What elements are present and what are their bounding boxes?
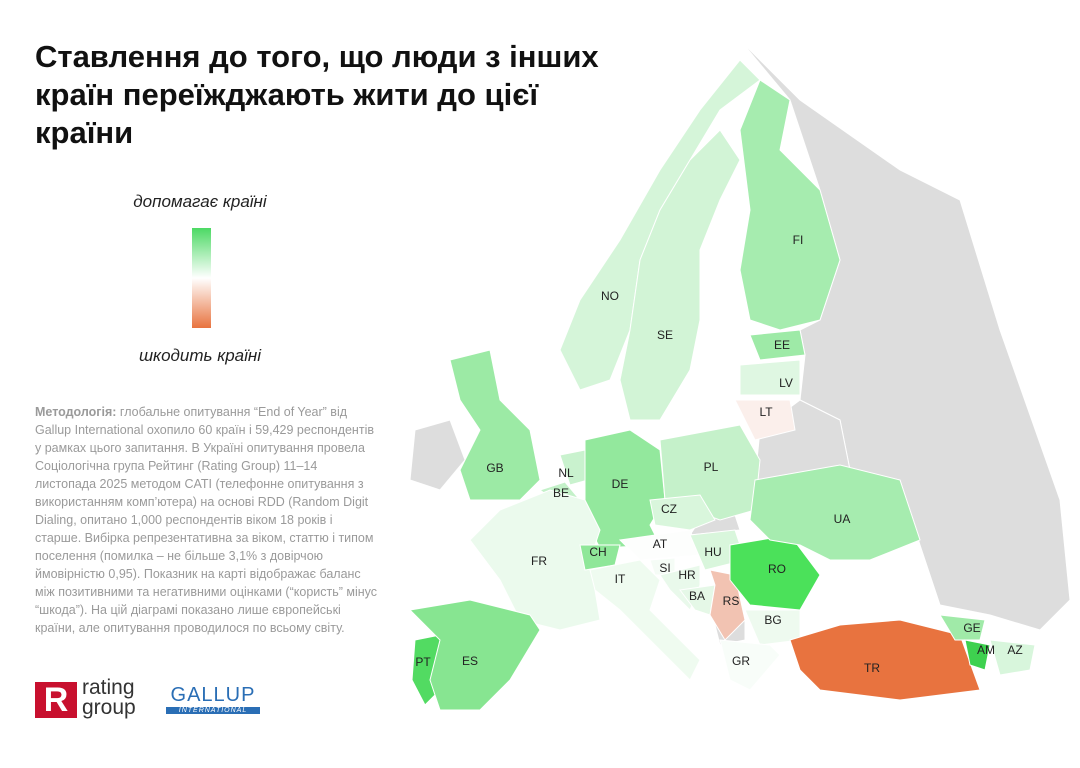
gallup-word: GALLUP	[170, 684, 256, 706]
country-label: BE	[553, 486, 569, 500]
country	[739, 79, 841, 331]
country	[449, 349, 541, 501]
country-label: BG	[764, 613, 781, 627]
group-word: group	[82, 696, 136, 719]
country-label: EE	[774, 338, 790, 352]
country-label: TR	[864, 661, 880, 675]
no-data-country	[409, 419, 466, 491]
country	[739, 359, 801, 396]
country	[939, 614, 986, 641]
country	[964, 639, 991, 671]
country-label: AZ	[1007, 643, 1022, 657]
country-label: CH	[589, 545, 606, 559]
legend-bottom: шкодить країні	[138, 346, 262, 365]
rating-logo: rating group	[82, 676, 136, 719]
gallup-sub: INTERNATIONAL	[166, 707, 260, 714]
country-label: CZ	[661, 502, 677, 516]
country	[649, 494, 716, 531]
country-label: BA	[689, 589, 705, 603]
country-label: LV	[779, 376, 793, 390]
methodology: Методологія: глобальне опитування “End o…	[35, 403, 380, 637]
country	[734, 399, 796, 441]
country-label: PL	[704, 460, 719, 474]
country-label: UA	[834, 512, 851, 526]
country-label: RS	[723, 594, 740, 608]
country-label: HR	[678, 568, 696, 582]
country-label: NL	[558, 466, 574, 480]
country-label: GB	[486, 461, 503, 475]
country-label: AM	[977, 643, 995, 657]
country-label: FI	[793, 233, 804, 247]
legend-gradient	[192, 228, 211, 328]
country-label: DE	[612, 477, 629, 491]
country-label: PT	[415, 655, 431, 669]
country-label: LT	[759, 405, 773, 419]
country-label: IT	[615, 572, 626, 586]
country-label: ES	[462, 654, 478, 668]
country	[469, 489, 601, 631]
rating-word: rating	[82, 676, 135, 699]
country	[989, 639, 1036, 676]
country	[749, 329, 806, 361]
country-label: HU	[704, 545, 721, 559]
country	[589, 559, 701, 681]
country-label: SI	[659, 561, 670, 575]
country-label: RO	[768, 562, 786, 576]
gallup-logo: GALLUP INTERNATIONAL	[166, 684, 260, 714]
legend-top: допомагає країні	[133, 192, 267, 211]
country	[619, 129, 741, 421]
country	[719, 639, 781, 691]
country-label: GR	[732, 654, 750, 668]
country-label: SE	[657, 328, 673, 342]
title: Ставлення до того, що люди з інших країн…	[35, 39, 599, 150]
country-label: AT	[653, 537, 668, 551]
country-label: FR	[531, 554, 547, 568]
country-label: NO	[601, 289, 619, 303]
methodology-text: глобальне опитування “End of Year” від G…	[35, 405, 378, 635]
country	[408, 599, 541, 711]
methodology-label: Методологія:	[35, 405, 117, 419]
country	[789, 619, 981, 701]
country	[749, 464, 921, 561]
country-label: GE	[963, 621, 980, 635]
rating-mark: R	[35, 682, 77, 718]
country	[559, 59, 761, 391]
